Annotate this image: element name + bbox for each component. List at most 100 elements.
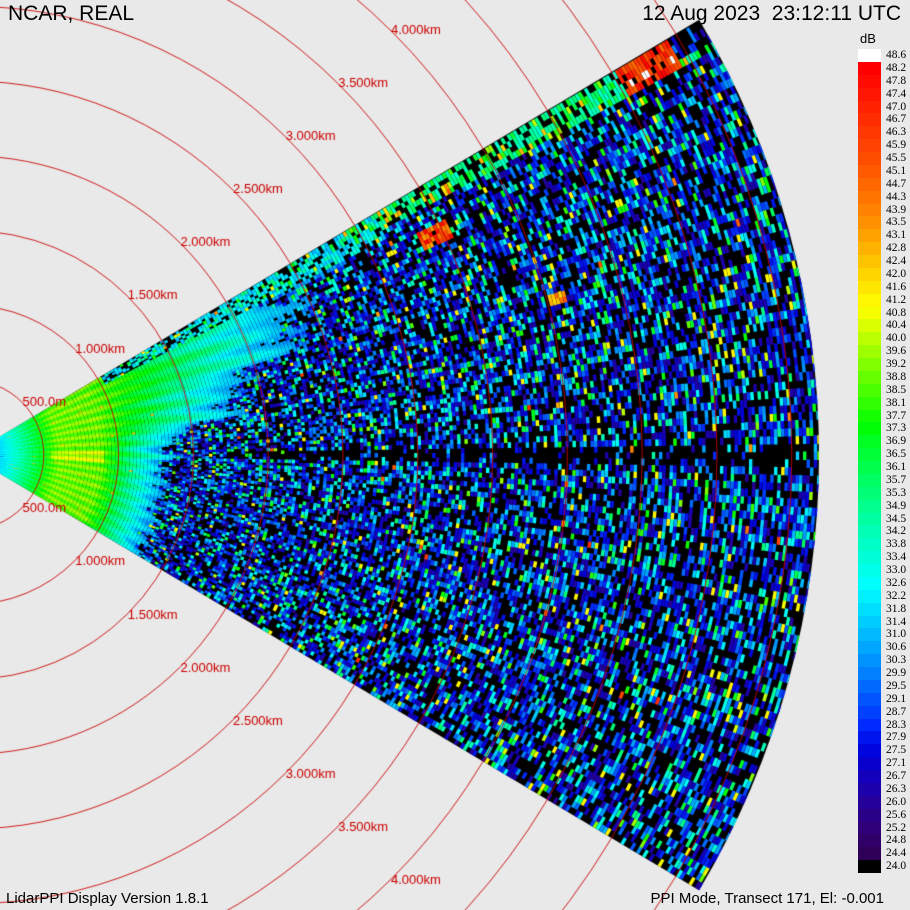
colorbar-segment <box>858 422 881 436</box>
colorbar-row: 44.7 <box>858 177 906 191</box>
colorbar-tick-label: 42.0 <box>886 267 907 280</box>
colorbar-segment <box>858 461 881 474</box>
colorbar-segment <box>858 718 881 732</box>
colorbar-segment <box>858 731 881 745</box>
colorbar-row: 40.0 <box>858 332 907 346</box>
colorbar-segment <box>858 744 881 758</box>
colorbar-row: 37.3 <box>858 422 906 436</box>
colorbar-row: 42.8 <box>858 242 906 255</box>
colorbar-segment <box>858 383 881 397</box>
colorbar-segment <box>858 795 881 809</box>
colorbar-tick-label: 30.6 <box>886 641 907 654</box>
colorbar-row: 39.6 <box>858 345 906 358</box>
colorbar-row: 38.8 <box>858 370 906 384</box>
colorbar-tick-label: 31.4 <box>886 615 907 628</box>
colorbar-row: 36.1 <box>858 461 906 474</box>
colorbar-tick-label: 36.1 <box>886 461 907 473</box>
colorbar-tick-label: 31.8 <box>886 602 907 615</box>
colorbar-segment <box>858 679 881 693</box>
colorbar-tick-label: 34.9 <box>886 499 907 512</box>
colorbar-row: 41.6 <box>858 280 907 294</box>
colorbar-tick-label: 41.2 <box>886 293 907 306</box>
colorbar-segment <box>858 821 881 835</box>
colorbar-row: 45.1 <box>858 164 906 178</box>
colorbar-tick-label: 25.6 <box>886 808 907 821</box>
colorbar-segment <box>858 61 881 75</box>
colorbar-row: 35.3 <box>858 486 907 500</box>
colorbar-segment <box>858 564 881 577</box>
colorbar-segment <box>858 126 881 140</box>
timestamp: 12 Aug 2023 23:12:11 UTC <box>642 2 901 25</box>
colorbar-segment <box>858 203 881 217</box>
colorbar-segment <box>858 834 881 848</box>
colorbar-row: 29.9 <box>858 667 906 680</box>
colorbar-segment <box>858 705 881 719</box>
colorbar-row: 29.5 <box>858 679 906 693</box>
colorbar-segment <box>858 152 881 165</box>
colorbar-segment <box>858 448 881 461</box>
colorbar-segment <box>858 847 881 861</box>
colorbar-row: 45.9 <box>858 139 906 152</box>
colorbar-segment <box>858 628 881 642</box>
colorbar-row: 24.8 <box>858 834 906 848</box>
colorbar-row: 24.0 <box>858 860 906 873</box>
colorbar-segment <box>858 293 881 307</box>
colorbar-row: 27.9 <box>858 731 907 745</box>
version-text: LidarPPI Display Version 1.8.1 <box>6 890 209 907</box>
colorbar-tick-label: 44.3 <box>886 190 907 203</box>
colorbar-row: 39.2 <box>858 358 906 371</box>
colorbar-segment <box>858 512 881 526</box>
colorbar-tick-label: 40.4 <box>886 319 907 332</box>
colorbar-segment <box>858 757 881 770</box>
colorbar-segment <box>858 345 881 358</box>
colorbar-row: 38.1 <box>858 396 907 410</box>
colorbar-segment <box>858 306 881 320</box>
colorbar-tick-label: 35.3 <box>886 486 907 499</box>
colorbar-row: 33.8 <box>858 538 907 552</box>
colorbar-tick-label: 33.8 <box>886 538 907 551</box>
colorbar-segment <box>858 770 881 783</box>
colorbar-tick-label: 46.7 <box>886 113 907 126</box>
colorbar-segment <box>858 229 881 243</box>
colorbar-segment <box>858 177 881 191</box>
colorbar-segment <box>858 667 881 680</box>
colorbar-row: 43.5 <box>858 216 907 230</box>
colorbar-tick-label: 28.7 <box>886 705 907 718</box>
colorbar-tick-label: 40.8 <box>886 306 907 319</box>
colorbar-row: 48.2 <box>858 61 906 75</box>
colorbar-row: 33.0 <box>858 564 906 577</box>
colorbar-tick-label: 41.6 <box>886 280 907 293</box>
colorbar-segment <box>858 332 881 346</box>
colorbar-tick-label: 43.5 <box>886 216 907 229</box>
colorbar-row: 42.0 <box>858 267 907 281</box>
colorbar-row: 47.8 <box>858 74 906 88</box>
colorbar-row: 31.8 <box>858 602 907 616</box>
colorbar-segment <box>858 409 881 423</box>
colorbar-tick-label: 48.6 <box>886 49 907 61</box>
colorbar-tick-label: 39.6 <box>886 345 907 358</box>
colorbar-segment <box>858 602 881 616</box>
colorbar-segment <box>858 74 881 88</box>
colorbar-row: 34.5 <box>858 512 906 526</box>
colorbar-tick-label: 40.0 <box>886 332 907 345</box>
colorbar-row: 36.5 <box>858 448 906 461</box>
colorbar-row: 34.2 <box>858 525 906 539</box>
colorbar-tick-label: 43.9 <box>886 203 907 216</box>
colorbar-tick-label: 31.0 <box>886 628 907 641</box>
colorbar-tick-label: 39.2 <box>886 358 907 370</box>
colorbar-row: 31.0 <box>858 628 907 642</box>
colorbar-tick-label: 27.9 <box>886 731 907 744</box>
colorbar-tick-label: 30.3 <box>886 654 907 667</box>
colorbar-tick-label: 32.6 <box>886 576 907 589</box>
colorbar-tick-label: 47.4 <box>886 87 907 100</box>
colorbar-segment <box>858 615 881 629</box>
colorbar-row: 46.7 <box>858 113 907 127</box>
colorbar-tick-label: 33.0 <box>886 564 907 576</box>
colorbar-segment <box>858 473 881 487</box>
colorbar-segment <box>858 782 881 796</box>
colorbar-row: 26.3 <box>858 782 906 796</box>
colorbar-tick-label: 24.4 <box>886 847 907 860</box>
colorbar-row: 24.4 <box>858 847 907 861</box>
colorbar-tick-label: 38.1 <box>886 396 907 409</box>
colorbar-row: 47.0 <box>858 100 906 114</box>
